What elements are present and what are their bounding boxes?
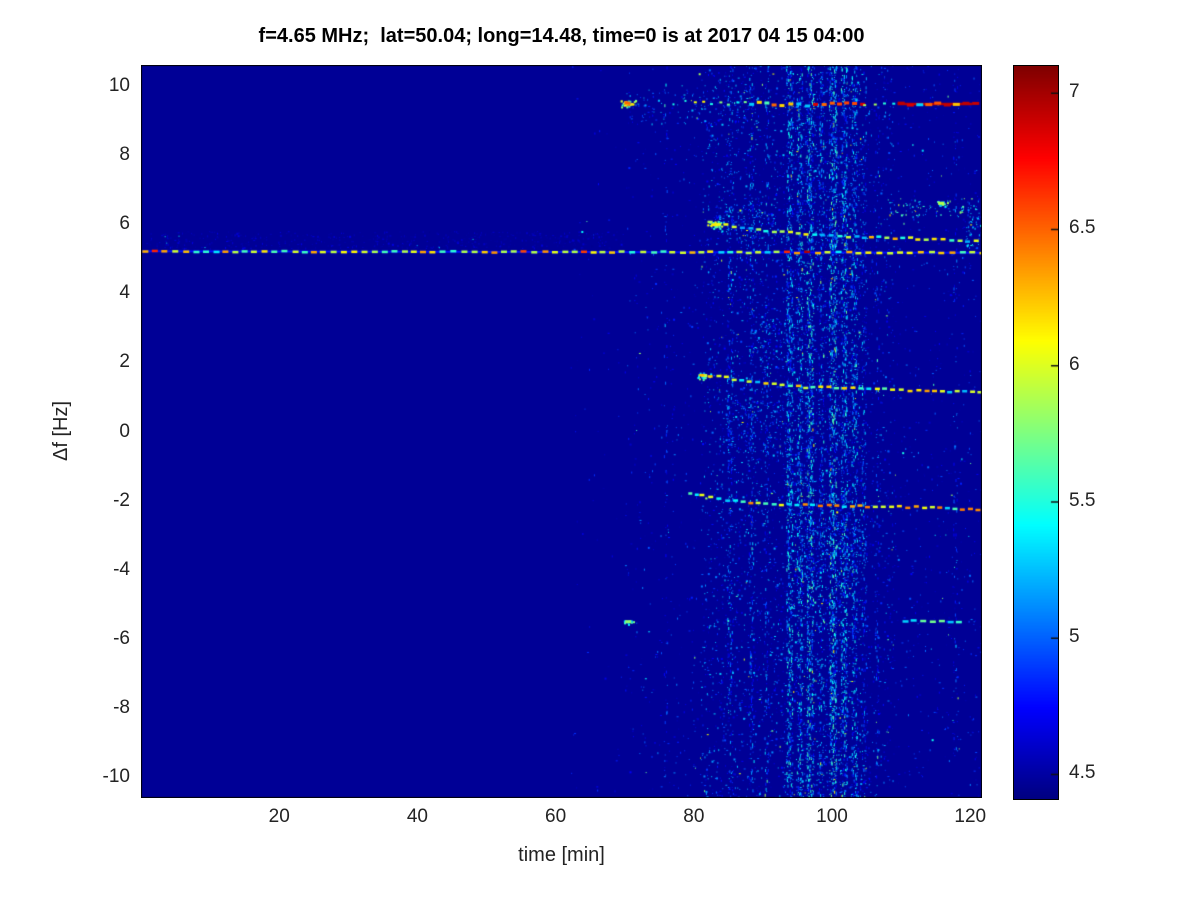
y-tick-label: -10 bbox=[102, 766, 130, 788]
y-tick-label: -6 bbox=[113, 627, 130, 649]
y-tick-label: 0 bbox=[119, 420, 130, 442]
y-tick-label: 4 bbox=[119, 282, 130, 304]
colorbar-tick-label: 6.5 bbox=[1069, 217, 1096, 239]
y-tick-label: 8 bbox=[119, 143, 130, 165]
y-tick-label: -8 bbox=[113, 697, 130, 719]
y-tick-label: 10 bbox=[108, 74, 130, 96]
colorbar-tick-label: 7 bbox=[1069, 81, 1080, 103]
x-tick-label: 60 bbox=[545, 806, 567, 827]
x-tick-label: 100 bbox=[816, 806, 848, 827]
y-tick-label: 2 bbox=[119, 351, 130, 373]
colorbar-tick-label: 5 bbox=[1069, 626, 1080, 648]
x-axis-label: time [min] bbox=[518, 844, 605, 866]
x-tick-label: 80 bbox=[683, 806, 705, 827]
plot-title: f=4.65 MHz; lat=50.04; long=14.48, time=… bbox=[258, 25, 865, 47]
colorbar bbox=[1013, 65, 1059, 800]
x-tick-label: 20 bbox=[268, 806, 290, 827]
y-tick-label: -2 bbox=[113, 489, 130, 511]
spectrogram-heatmap bbox=[141, 65, 982, 798]
x-tick-label: 120 bbox=[954, 806, 987, 827]
y-tick-label: -4 bbox=[113, 558, 130, 580]
colorbar-tick-label: 5.5 bbox=[1069, 489, 1096, 511]
colorbar-tick-label: 4.5 bbox=[1069, 762, 1096, 784]
y-tick-label: 6 bbox=[119, 213, 130, 235]
x-tick-label: 40 bbox=[406, 806, 428, 827]
colorbar-tick-label: 6 bbox=[1069, 353, 1080, 375]
